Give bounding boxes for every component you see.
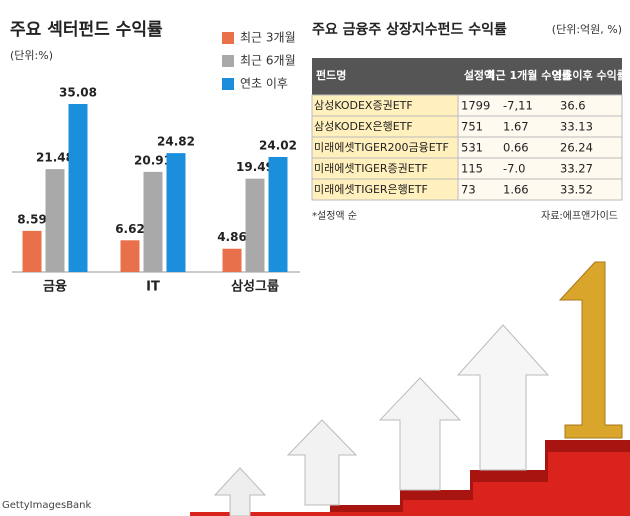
data-label: 24.02 [259, 138, 297, 152]
table-cell: 삼성KODEX은행ETF [314, 120, 413, 133]
data-label: 4.86 [217, 230, 247, 244]
table-cell: 531 [461, 141, 483, 155]
table-cell: 751 [461, 120, 483, 134]
legend-swatch [222, 55, 234, 67]
illustration [190, 261, 630, 516]
x-tick-label: 삼성그룹 [231, 279, 279, 295]
table-cell: 미래에셋TIGER증권ETF [314, 162, 428, 175]
header-cell: 최근 1개월 수익률 [485, 68, 571, 82]
table-unit: (단위:억원, %) [552, 23, 622, 36]
chart-title: 주요 섹터펀드 수익률 [10, 20, 163, 40]
legend-swatch [222, 78, 234, 90]
bar [268, 156, 288, 272]
row-cells [457, 178, 623, 201]
legend-label: 최근 6개월 [240, 54, 296, 68]
bar [120, 240, 140, 272]
x-tick-label: IT [146, 280, 160, 295]
legend-swatch [222, 32, 234, 44]
data-label: 24.82 [157, 135, 195, 149]
table-note: *설정액 순 [312, 210, 357, 222]
data-label: 8.59 [17, 212, 47, 226]
table-cell: 115 [461, 162, 483, 176]
table-source: 자료:에프앤가이드 [541, 210, 618, 222]
table-cell: 33.13 [560, 120, 593, 134]
legend-label: 연초 이후 [240, 77, 288, 91]
legend-label: 최근 3개월 [240, 31, 296, 45]
header-row [312, 58, 622, 95]
data-label: 35.08 [59, 86, 97, 100]
table-cell: 36.6 [560, 99, 586, 113]
arrow [456, 324, 550, 471]
x-tick-label: 금융 [43, 279, 67, 295]
data-label: 6.62 [115, 222, 145, 236]
header-cell: 펀드명 [316, 68, 346, 82]
table-cell: 26.24 [560, 141, 593, 155]
table-cell: 미래에셋TIGER은행ETF [314, 183, 428, 196]
data-label: 20.91 [134, 153, 172, 167]
table-cell: 33.52 [560, 183, 593, 197]
bar [68, 104, 88, 272]
header-cell: 설정액 [464, 68, 494, 82]
table-cell: 미래에셋TIGER200금융ETF [314, 141, 449, 154]
stairs [190, 440, 630, 516]
table-cell: -7.0 [503, 162, 525, 176]
bar [166, 153, 186, 272]
header-cell: 연초이후 수익률 [552, 68, 627, 82]
table-title: 주요 금융주 상장지수펀드 수익률 [312, 21, 507, 38]
table-cell: 1.66 [503, 183, 529, 197]
table-cell: 1799 [461, 99, 490, 113]
bar [143, 171, 163, 272]
table-cell: -7,11 [503, 99, 533, 113]
table-cell: 삼성KODEX증권ETF [314, 99, 413, 112]
table-cell: 0.66 [503, 141, 529, 155]
table-cell: 33.27 [560, 162, 593, 176]
stairs-shade [330, 440, 630, 512]
bar [45, 169, 65, 272]
watermark: GettyImagesBank [2, 500, 92, 511]
arrow [378, 377, 462, 491]
arrow [213, 467, 267, 516]
table-cell: 73 [461, 183, 476, 197]
bar [245, 178, 265, 272]
number-one [558, 261, 623, 439]
chart-subtitle: (단위:%) [10, 49, 53, 62]
bar [222, 248, 242, 272]
table-cell: 1.67 [503, 120, 529, 134]
data-label: 21.48 [36, 151, 74, 165]
arrow [286, 419, 358, 506]
bar [22, 230, 42, 272]
data-label: 19.49 [236, 160, 274, 174]
